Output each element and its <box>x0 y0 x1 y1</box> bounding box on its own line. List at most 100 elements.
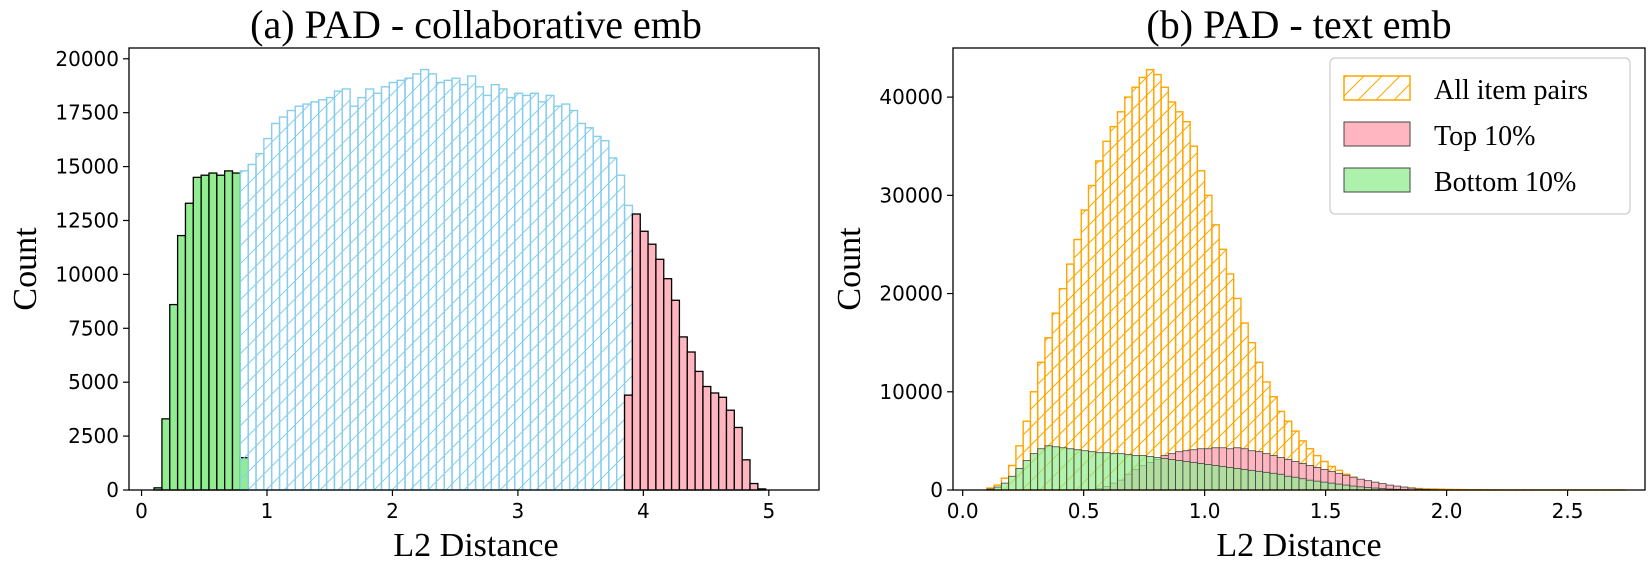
panel-b-bar-all-item-pairs <box>1174 111 1184 491</box>
panel-b-bar-bottom-10 <box>1291 476 1300 491</box>
panel-a-bar-top-10 <box>717 396 728 491</box>
panel-b-bar-all-item-pairs <box>1189 145 1199 491</box>
panel-a-bar-all-item-pairs <box>380 86 391 491</box>
panel-a-xtick-label: 3 <box>512 499 525 523</box>
panel-a-bar-all-item-pairs <box>294 105 304 491</box>
panel-a-axes-frame <box>128 47 820 491</box>
panel-a-bar-all-item-pairs <box>263 137 273 491</box>
panel-a-bar-bottom-10 <box>169 303 179 491</box>
panel-a-bar-top-10 <box>639 230 649 491</box>
panel-b-bar-bottom-10 <box>1334 483 1343 491</box>
panel-b-bar-bottom-10 <box>1131 455 1140 491</box>
panel-b-axes-frame <box>952 47 1646 491</box>
panel-b-bar-bottom-10 <box>1320 481 1329 491</box>
panel-b-bar-bottom-10 <box>1233 467 1242 491</box>
panel-b-bar-all-item-pairs <box>1087 184 1097 491</box>
panel-b-bar-all-item-pairs <box>1109 125 1119 491</box>
panel-a-bar-all-item-pairs <box>600 140 610 491</box>
panel-b-bar-all-item-pairs <box>1095 160 1104 491</box>
panel-a-title: (a) PAD - collaborative emb <box>250 2 702 47</box>
panel-a-bar-all-item-pairs <box>584 127 594 491</box>
panel-a-bar-all-item-pairs <box>310 101 320 491</box>
panel-a-bar-top-10 <box>741 459 751 491</box>
panel-a-bar-all-item-pairs <box>459 83 469 491</box>
panel-a-bar-all-item-pairs <box>239 170 249 491</box>
panel-a-ytick-label: 7500 <box>68 316 119 340</box>
panel-a-bar-all-item-pairs <box>467 75 477 491</box>
panel-b-bar-all-item-pairs <box>1167 101 1177 491</box>
panel-a-bar-top-10 <box>725 409 735 491</box>
panel-a-bar-bottom-10 <box>224 170 234 491</box>
panel-b-bar-bottom-10 <box>1342 484 1351 491</box>
panel-a-ytick-label: 17500 <box>55 101 119 125</box>
legend-swatch-all-item-pairs <box>1343 75 1411 101</box>
panel-b-bar-bottom-10 <box>1247 469 1256 491</box>
panel-b-bar-bottom-10 <box>1022 460 1031 491</box>
panel-a-bar-all-item-pairs <box>529 92 539 491</box>
panel-b-bar-bottom-10 <box>1313 480 1322 491</box>
panel-b-xtick-label: 2.5 <box>1552 499 1584 523</box>
panel-b-ticks: 0.0 0.5 1.0 1.5 2.0 2.5 0 10000 20000 30000 40000 <box>879 85 1583 523</box>
panel-a-bar-all-item-pairs <box>396 79 406 491</box>
panel-a-bar-all-item-pairs <box>365 88 375 491</box>
panel-a-ytick-label: 10000 <box>55 262 119 286</box>
panel-a-bar-all-item-pairs <box>357 96 367 491</box>
panel-b-bar-bottom-10 <box>1226 467 1235 491</box>
panel-b-xtick-label: 0.0 <box>947 499 979 523</box>
panel-a-bar-all-item-pairs <box>451 77 461 491</box>
panel-b-bar-bottom-10 <box>1066 448 1075 491</box>
panel-b-bar-all-item-pairs <box>1153 73 1162 491</box>
panel-a-bar-all-item-pairs <box>247 163 257 491</box>
panel-a-bar-all-item-pairs <box>490 83 500 491</box>
panel-b-bar-bottom-10 <box>1269 472 1278 491</box>
panel-a-xlabel: L2 Distance <box>393 527 558 564</box>
panel-a-bar-bottom-10 <box>200 174 210 491</box>
panel-a-bar-all-item-pairs <box>419 68 430 491</box>
panel-a-bar-all-item-pairs <box>404 77 414 491</box>
panel-a-series-bottom-10 <box>153 170 249 491</box>
legend-label-top-10: Top 10% <box>1434 121 1535 152</box>
panel-a-bar-bottom-10 <box>184 202 194 491</box>
panel-b-bar-bottom-10 <box>1008 475 1017 491</box>
panel-a-bar-all-item-pairs <box>608 157 618 491</box>
panel-a-bar-all-item-pairs <box>576 122 587 491</box>
panel-a: (a) PAD - collaborative emb 0 1 2 3 4 5 0 2500 5… <box>7 2 820 564</box>
panel-a-ticks: 0 1 2 3 4 5 0 2500 5000 7500 10000 12500 15000 17500 2… <box>55 47 775 523</box>
panel-b: (b) PAD - text emb 0.0 0.5 1.0 1.5 2.0 2.5 0 10… <box>831 2 1646 564</box>
panel-a-bar-bottom-10 <box>176 234 187 491</box>
panel-b-bar-bottom-10 <box>1211 465 1220 491</box>
panel-a-bar-top-10 <box>623 394 634 491</box>
panel-a-bar-bottom-10 <box>208 172 218 491</box>
panel-a-xtick-label: 5 <box>762 499 775 523</box>
panel-a-ytick-label: 2500 <box>68 424 119 448</box>
panel-b-bar-all-item-pairs <box>1196 170 1206 491</box>
panel-a-bar-all-item-pairs <box>553 105 563 491</box>
panel-a-bar-top-10 <box>694 370 704 491</box>
panel-a-ytick-label: 0 <box>106 478 119 502</box>
panel-a-bar-all-item-pairs <box>412 73 422 491</box>
panel-b-bar-bottom-10 <box>1240 468 1249 491</box>
panel-b-ytick-label: 20000 <box>879 282 943 306</box>
panel-a-bar-all-item-pairs <box>616 174 626 491</box>
panel-b-bar-bottom-10 <box>1044 445 1053 491</box>
panel-a-ytick-label: 20000 <box>55 47 119 71</box>
panel-b-xlabel: L2 Distance <box>1216 527 1381 564</box>
panel-b-bar-bottom-10 <box>1182 461 1191 491</box>
panel-b-bar-bottom-10 <box>1000 482 1010 491</box>
panel-a-bar-top-10 <box>647 243 657 491</box>
panel-b-bar-bottom-10 <box>1189 462 1198 491</box>
panel-b-bar-bottom-10 <box>1255 470 1264 491</box>
panel-b-bar-all-item-pairs <box>1203 194 1213 491</box>
panel-a-bar-top-10 <box>733 426 743 491</box>
panel-b-xtick-label: 2.0 <box>1431 499 1463 523</box>
panel-a-xtick-label: 0 <box>135 499 148 523</box>
panel-a-bar-all-item-pairs <box>474 86 485 491</box>
panel-a-ytick-label: 5000 <box>68 370 119 394</box>
panel-a-bar-all-item-pairs <box>388 81 398 491</box>
panel-b-bar-bottom-10 <box>1276 473 1285 491</box>
panel-b-bar-all-item-pairs <box>1145 68 1155 491</box>
panel-a-bar-all-item-pairs <box>372 92 383 491</box>
panel-b-bar-all-item-pairs <box>1131 86 1141 491</box>
panel-b-series-bottom-10 <box>986 445 1423 491</box>
panel-a-bar-bottom-10 <box>216 174 226 491</box>
